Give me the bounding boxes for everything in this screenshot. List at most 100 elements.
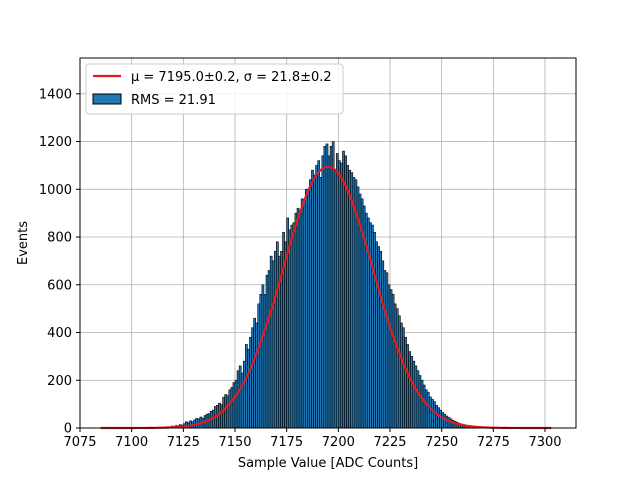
- histogram-bar: [447, 417, 451, 429]
- x-tick-label: 7250: [425, 435, 458, 450]
- x-tick-label: 7100: [115, 435, 148, 450]
- histogram-bar: [323, 146, 327, 429]
- histogram-bar: [433, 401, 436, 429]
- histogram-bar: [331, 141, 335, 429]
- histogram-bar: [228, 389, 232, 429]
- fit-curve: [100, 165, 552, 430]
- histogram-bar: [232, 382, 236, 429]
- y-tick-label: 400: [47, 326, 72, 341]
- histogram-bar: [437, 407, 440, 429]
- histogram-bar: [393, 303, 397, 429]
- histogram-bar: [298, 210, 302, 429]
- histogram-bar: [317, 160, 321, 429]
- histogram-bar: [220, 404, 223, 429]
- histogram-bar: [441, 412, 445, 429]
- histogram-bar: [435, 405, 438, 429]
- histogram-bar: [249, 336, 252, 429]
- x-tick-label: 7075: [63, 435, 96, 450]
- histogram-bar: [253, 317, 256, 429]
- histogram-bar: [381, 260, 385, 429]
- x-tick-label: 7225: [373, 435, 406, 450]
- x-tick-label: 7175: [270, 435, 303, 450]
- y-tick-label: 800: [47, 231, 72, 246]
- x-axis: 7075 7100 7125 7150 7175 7200 7225 7250 7275 7300: [63, 428, 562, 450]
- histogram-bar: [404, 336, 407, 429]
- x-tick-label: 7150: [218, 435, 251, 450]
- histogram-bar: [309, 179, 312, 429]
- histogram-bar: [397, 315, 401, 429]
- histogram-bar: [391, 294, 395, 429]
- histogram-bar: [346, 165, 349, 429]
- legend-hist-swatch: [92, 93, 122, 105]
- histogram-bar: [333, 169, 337, 429]
- histogram-bar: [327, 155, 331, 429]
- histogram-bar: [445, 415, 449, 429]
- histogram-bar: [284, 241, 287, 429]
- histogram-bar: [251, 327, 254, 429]
- x-tick-label: 7125: [167, 435, 200, 450]
- legend-hist-label: RMS = 21.91: [131, 93, 216, 108]
- histogram-bar: [234, 379, 238, 429]
- histogram-bar: [402, 327, 405, 429]
- histogram-bar: [412, 360, 416, 429]
- histogram-bar: [350, 172, 354, 429]
- histogram-bar: [238, 365, 242, 429]
- histogram-bar: [240, 372, 244, 429]
- y-tick-label: 200: [47, 374, 72, 389]
- histogram-bar: [422, 384, 426, 429]
- histogram-bar: [245, 344, 248, 429]
- legend-box: [85, 63, 344, 115]
- histogram-bar: [385, 272, 389, 429]
- histogram-bar: [294, 212, 298, 429]
- histogram-bar: [218, 402, 221, 429]
- histogram-bar: [406, 344, 409, 429]
- histogram-bar: [319, 177, 323, 429]
- histogram-bar: [255, 322, 259, 429]
- histogram-bar: [428, 396, 432, 429]
- histogram-bar: [236, 370, 240, 429]
- histogram-bar: [321, 155, 325, 429]
- histogram-bar: [424, 389, 428, 429]
- histogram-bar: [410, 356, 414, 429]
- histogram-bar: [273, 251, 277, 429]
- histogram-bar: [276, 241, 279, 429]
- histogram-bar: [338, 160, 341, 429]
- legend-fit-label: μ = 7195.0±0.2, σ = 21.8±0.2: [131, 70, 332, 85]
- histogram-bar: [379, 251, 383, 429]
- histogram-bar: [387, 284, 391, 429]
- legend: μ = 7195.0±0.2, σ = 21.8±0.2 RMS = 21.91: [85, 63, 344, 115]
- histogram-bar: [230, 387, 234, 429]
- histogram-bar: [307, 188, 310, 429]
- histogram-bar: [395, 308, 399, 429]
- histogram-bar: [257, 303, 261, 429]
- histogram-bar: [335, 153, 339, 429]
- histogram-bar: [325, 143, 329, 429]
- histogram-bar: [371, 224, 374, 429]
- histogram-bar: [311, 169, 314, 429]
- histogram-bar: [340, 162, 343, 429]
- y-tick-label: 1000: [39, 183, 72, 198]
- y-tick-label: 1400: [39, 87, 72, 102]
- histogram-bar: [418, 375, 422, 429]
- histogram-bar: [271, 260, 275, 429]
- histogram-bar: [222, 397, 225, 429]
- histogram-bar: [263, 294, 267, 429]
- histogram-bar: [224, 394, 228, 429]
- histogram-bar: [259, 294, 263, 429]
- histogram-bar: [383, 270, 387, 429]
- histogram-bar: [313, 174, 316, 429]
- histogram-bar: [389, 289, 393, 429]
- histogram-bar: [373, 231, 376, 429]
- histogram-bar: [329, 146, 333, 429]
- x-axis-title: Sample Value [ADC Counts]: [238, 456, 418, 471]
- histogram-bar: [296, 208, 300, 429]
- histogram-bar: [290, 224, 294, 429]
- histogram-bar: [416, 370, 420, 429]
- histogram-bar: [288, 229, 292, 429]
- histogram-bar: [439, 409, 442, 429]
- histogram-bar: [302, 203, 306, 429]
- y-tick-label: 1200: [39, 135, 72, 150]
- histogram-bar: [375, 241, 378, 429]
- histogram-bar: [261, 284, 265, 429]
- histogram-bar: [304, 188, 308, 429]
